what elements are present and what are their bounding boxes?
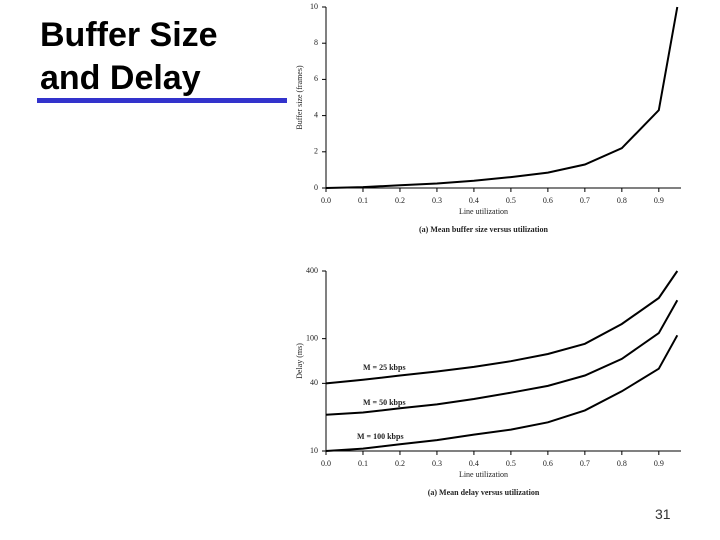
y-axis-label: Buffer size (frames) (295, 65, 304, 130)
y-tick-label: 2 (314, 147, 318, 156)
x-tick-label: 0.4 (469, 196, 479, 205)
x-tick-label: 0.8 (617, 196, 627, 205)
line-series (325, 334, 679, 452)
x-tick-label: 0.8 (617, 459, 627, 468)
x-tick-label: 0.3 (432, 196, 442, 205)
y-tick-label: 4 (314, 110, 318, 119)
x-tick-label: 0.7 (580, 196, 590, 205)
x-tick-label: 0.6 (543, 459, 553, 468)
chart-caption: (a) Mean buffer size versus utilization (419, 225, 548, 234)
x-axis-label: Line utilization (459, 470, 508, 479)
y-tick-label: 6 (314, 74, 318, 83)
x-tick-label: 0.9 (654, 459, 664, 468)
line-series (325, 6, 679, 189)
y-tick-label: 400 (306, 266, 318, 275)
x-tick-label: 0.4 (469, 459, 479, 468)
x-tick-label: 0.5 (506, 196, 516, 205)
y-tick-label: 0 (314, 183, 318, 192)
x-tick-label: 0.0 (321, 459, 331, 468)
series-label: M = 50 kbps (363, 398, 406, 407)
y-tick-label: 40 (310, 378, 318, 387)
x-axis-label: Line utilization (459, 207, 508, 216)
series-label: M = 100 kbps (357, 432, 404, 441)
series-label: M = 25 kbps (363, 363, 406, 372)
x-tick-label: 0.1 (358, 196, 368, 205)
x-tick-label: 0.2 (395, 459, 405, 468)
x-tick-label: 0.3 (432, 459, 442, 468)
x-tick-label: 0.7 (580, 459, 590, 468)
y-tick-label: 8 (314, 38, 318, 47)
page-number: 31 (655, 506, 671, 522)
x-tick-label: 0.5 (506, 459, 516, 468)
y-axis-label: Delay (ms) (295, 343, 304, 379)
y-tick-label: 10 (310, 446, 318, 455)
x-tick-label: 0.1 (358, 459, 368, 468)
x-tick-label: 0.9 (654, 196, 664, 205)
y-tick-label: 100 (306, 333, 318, 342)
slide-title: Buffer Size and Delay (40, 16, 218, 97)
title-underline (37, 98, 287, 103)
line-series (325, 270, 679, 385)
chart-caption: (a) Mean delay versus utilization (428, 488, 540, 497)
x-tick-label: 0.0 (321, 196, 331, 205)
x-tick-label: 0.6 (543, 196, 553, 205)
x-tick-label: 0.2 (395, 196, 405, 205)
y-tick-label: 10 (310, 2, 318, 11)
line-series (325, 299, 679, 416)
